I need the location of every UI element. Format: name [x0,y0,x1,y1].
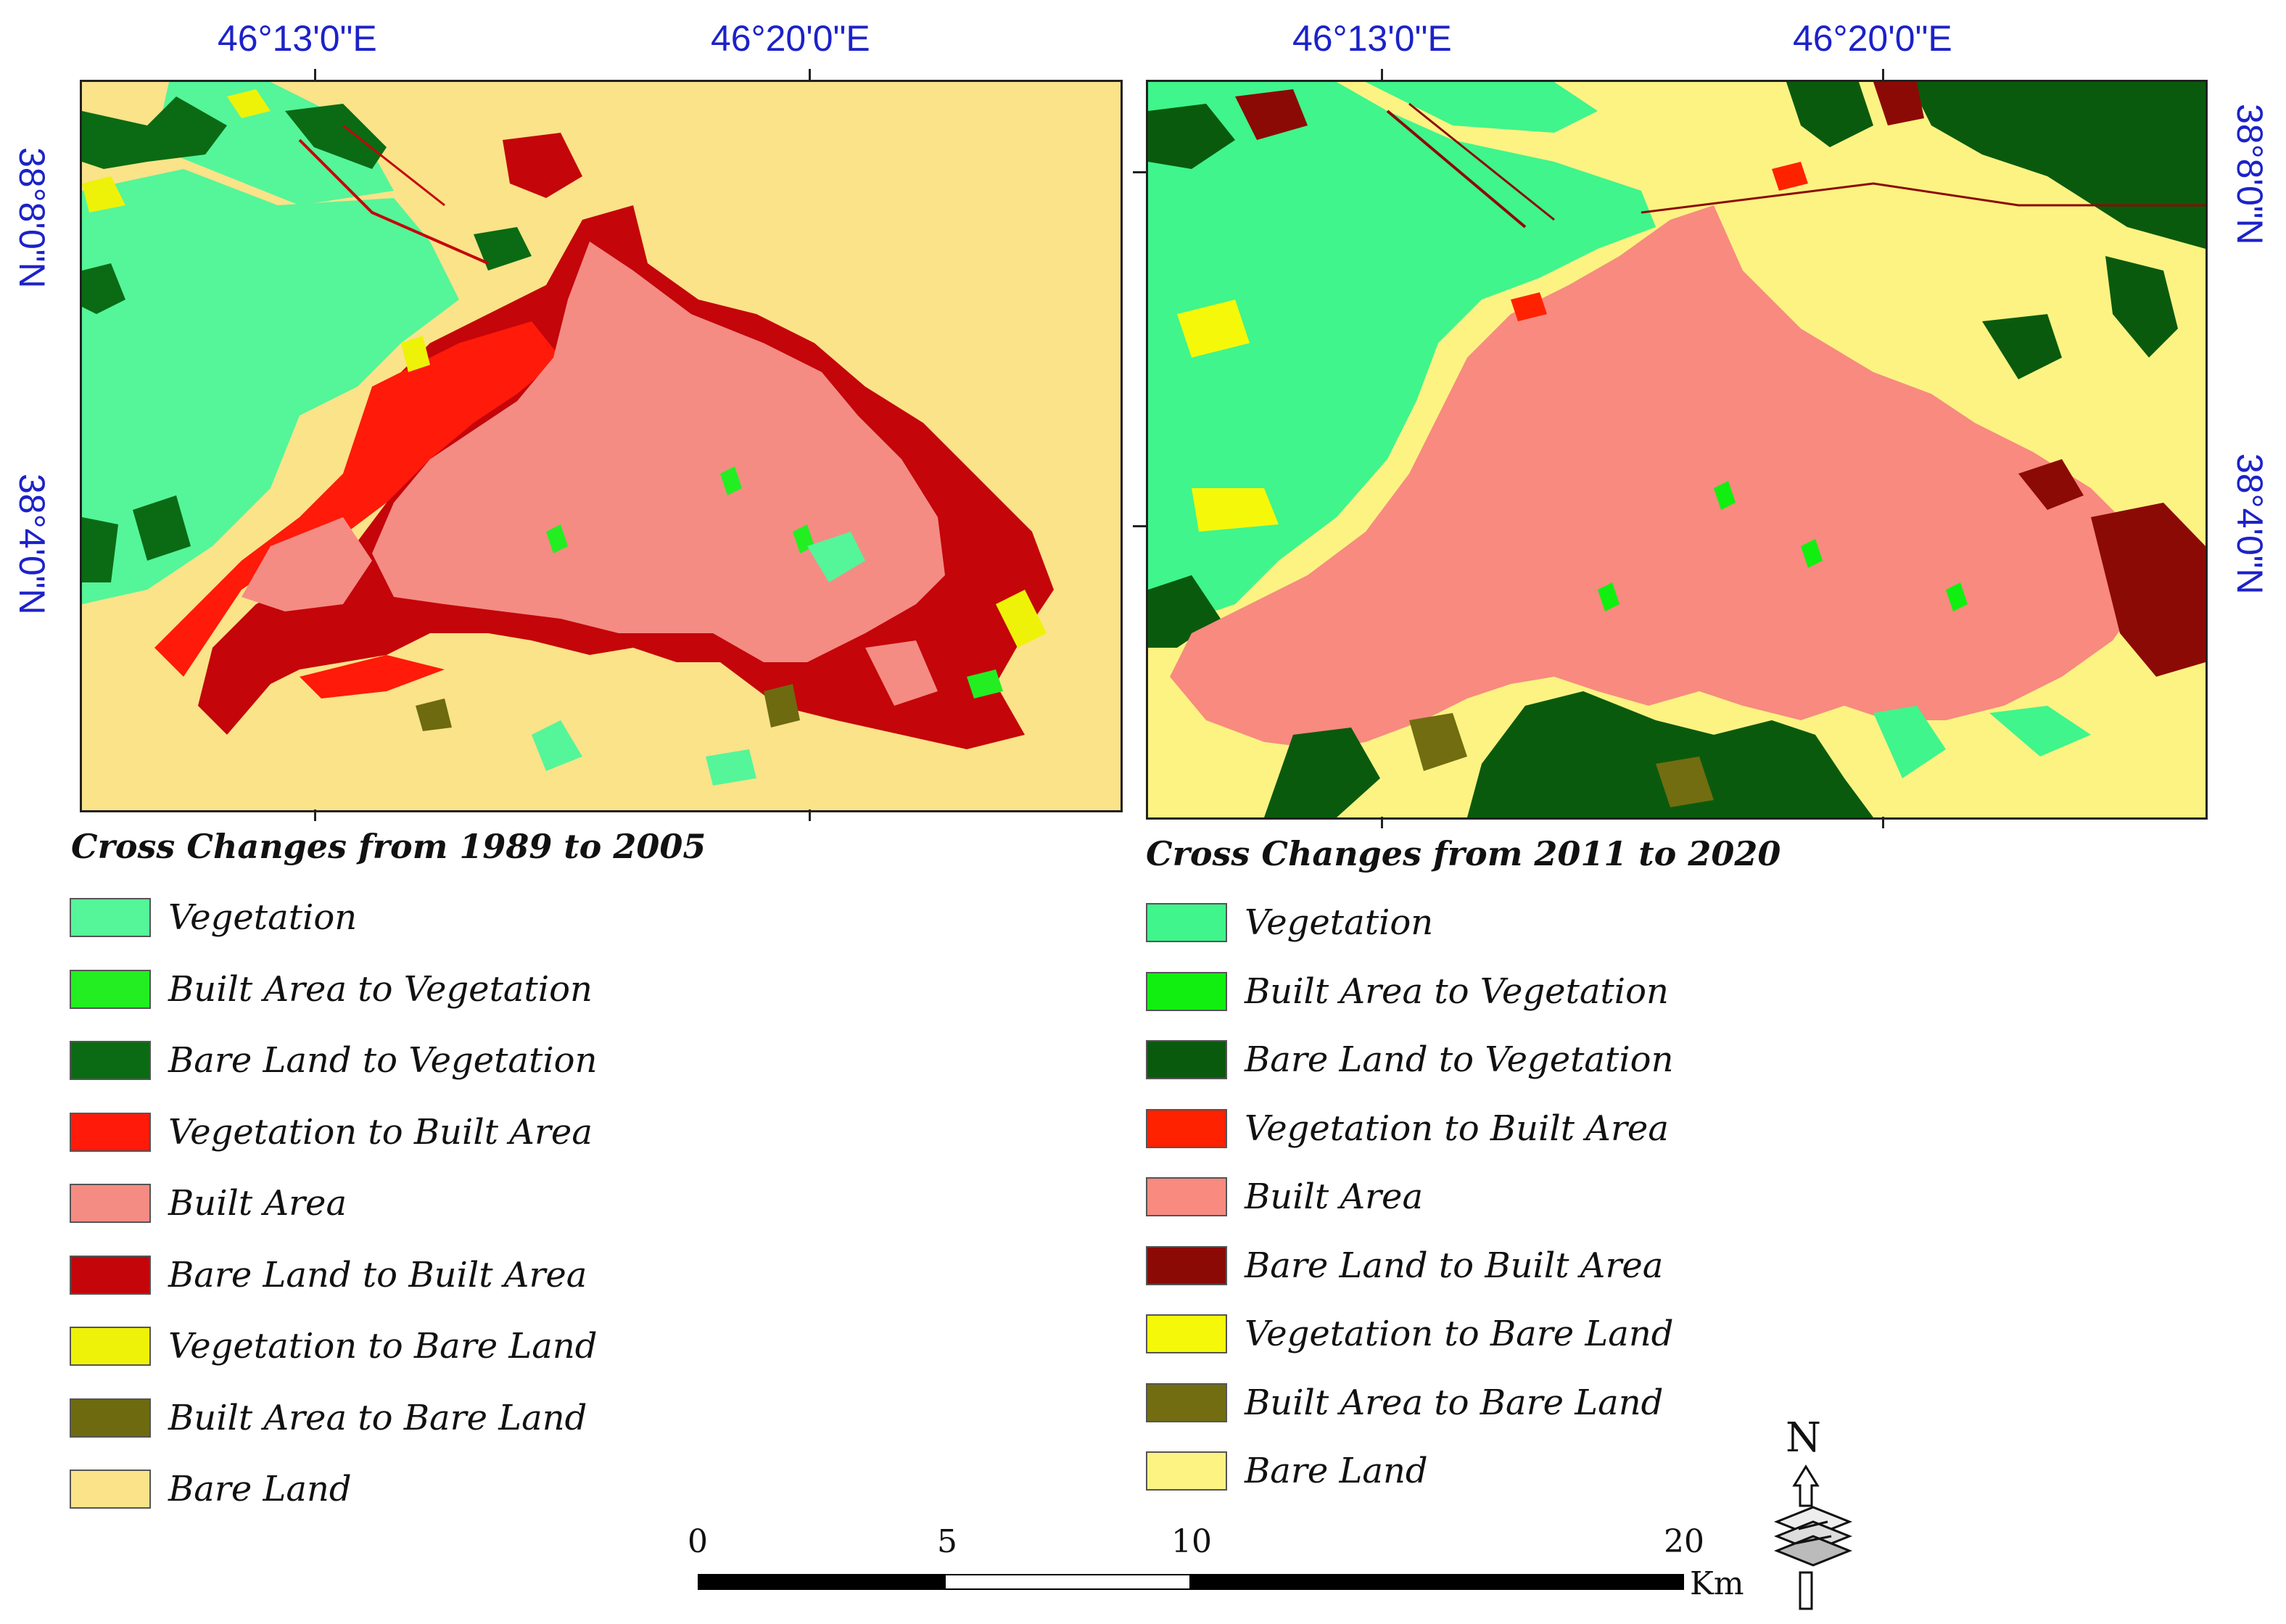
left-legend-item: Bare Land to Built Area [70,1254,587,1296]
right-legend-item: Bare Land to Vegetation [1146,1039,1674,1081]
left-legend: Vegetation Built Area to Vegetation Bare L… [70,897,722,1549]
scale-segment-3 [1191,1574,1684,1590]
scale-segment-2 [944,1574,1191,1590]
left-legend-item: Built Area to Vegetation [70,968,593,1010]
left-legend-label: Built Area to Vegetation [168,968,593,1010]
right-map-frame [1146,80,2208,820]
right-map-tick-left-2 [1133,525,1146,527]
right-legend-label: Vegetation to Built Area [1245,1108,1669,1149]
left-legend-item: Vegetation to Built Area [70,1111,593,1153]
right-legend-label: Vegetation [1245,902,1434,943]
right-legend-swatch [1146,1177,1227,1216]
right-legend-item: Vegetation [1146,902,1433,944]
right-map-image [1148,82,2205,817]
left-legend-label: Vegetation to Bare Land [168,1326,598,1367]
scale-label-20: 20 [1664,1523,1704,1560]
right-map-lon-label-2: 46°20'0"E [1793,18,1952,59]
right-map-lat-label-2: 38°4'0"N [2229,453,2270,595]
right-legend-label: Bare Land [1245,1451,1428,1491]
right-legend-swatch [1146,1382,1227,1422]
left-legend-label: Bare Land to Vegetation [168,1040,598,1081]
right-legend-label: Vegetation to Bare Land [1245,1314,1674,1354]
left-legend-swatch [70,969,151,1009]
left-legend-item: Built Area [70,1182,347,1224]
left-map-lat-label-2: 38°4'0"N [12,474,52,615]
scale-label-10: 10 [1171,1523,1212,1560]
right-legend-item: Built Area to Vegetation [1146,970,1669,1013]
right-map-tick-top-2 [1882,69,1884,81]
right-legend-item: Vegetation to Built Area [1146,1108,1669,1150]
right-legend-label: Built Area [1245,1176,1424,1217]
left-map-tick-bottom-1 [314,809,316,821]
scale-segment-1 [698,1574,944,1590]
right-map-lon-label-1: 46°13'0"E [1292,18,1452,59]
north-arrow-label: N [1786,1414,1821,1462]
left-map-tick-bottom-2 [809,809,811,821]
north-arrow: N [1770,1414,1857,1617]
left-legend-label: Built Area [168,1183,347,1224]
left-legend-label: Built Area to Bare Land [168,1397,587,1438]
left-legend-swatch [70,1112,151,1152]
left-legend-swatch [70,1327,151,1366]
right-legend-label: Built Area to Bare Land [1245,1382,1664,1423]
left-legend-label: Vegetation to Built Area [168,1111,593,1153]
right-legend-swatch [1146,1245,1227,1285]
left-legend-swatch [70,1184,151,1223]
left-legend-swatch [70,1398,151,1438]
right-map-tick-bottom-2 [1882,817,1884,828]
right-legend-item: Built Area [1146,1176,1423,1218]
right-legend-swatch [1146,903,1227,942]
right-legend-label: Built Area to Vegetation [1245,970,1669,1012]
left-legend-item: Vegetation to Bare Land [70,1325,598,1367]
scale-label-0: 0 [688,1523,708,1560]
right-legend-swatch [1146,1040,1227,1079]
left-map-frame [80,80,1123,812]
left-legend-swatch [70,1041,151,1080]
left-legend-item: Built Area to Bare Land [70,1397,587,1439]
left-legend-swatch [70,898,151,937]
right-map-tick-left-1 [1133,171,1146,173]
right-legend-label: Bare Land to Vegetation [1245,1039,1674,1080]
right-map-lat-label-1: 38°8'0"N [2229,104,2270,245]
left-map-tick-top-2 [809,69,811,81]
right-legend-label: Bare Land to Built Area [1245,1245,1664,1286]
left-map-tick-top-1 [314,69,316,81]
left-legend-label: Bare Land [168,1469,352,1509]
left-legend-swatch [70,1470,151,1509]
scale-bar: 0 5 10 20 Km [688,1523,1744,1610]
north-arrow-icon [1773,1464,1853,1610]
left-legend-title: Cross Changes from 1989 to 2005 [71,827,706,866]
scale-unit: Km [1690,1565,1744,1602]
right-map-tick-top-1 [1381,69,1383,81]
left-legend-label: Bare Land to Built Area [168,1254,587,1295]
right-legend-title: Cross Changes from 2011 to 2020 [1146,834,1781,873]
right-legend: Vegetation Built Area to Vegetation Bare L… [1146,902,1799,1554]
right-legend-item: Bare Land to Built Area [1146,1245,1663,1287]
right-legend-swatch [1146,1314,1227,1353]
left-map-image [82,82,1121,810]
scale-label-5: 5 [937,1523,957,1560]
left-legend-item: Bare Land to Vegetation [70,1039,598,1081]
right-legend-swatch [1146,971,1227,1011]
right-legend-item: Bare Land [1146,1450,1428,1492]
left-legend-item: Vegetation [70,897,357,939]
left-legend-label: Vegetation [168,897,358,938]
left-map-lat-label-1: 38°8'0"N [12,147,52,289]
left-map-lon-label-2: 46°20'0"E [711,18,870,59]
left-legend-item: Bare Land [70,1468,352,1510]
right-legend-swatch [1146,1451,1227,1491]
right-legend-item: Built Area to Bare Land [1146,1382,1663,1424]
left-legend-swatch [70,1255,151,1295]
right-legend-swatch [1146,1108,1227,1148]
right-legend-item: Vegetation to Bare Land [1146,1313,1674,1355]
left-map-lon-label-1: 46°13'0"E [218,18,377,59]
right-map-tick-bottom-1 [1381,817,1383,828]
